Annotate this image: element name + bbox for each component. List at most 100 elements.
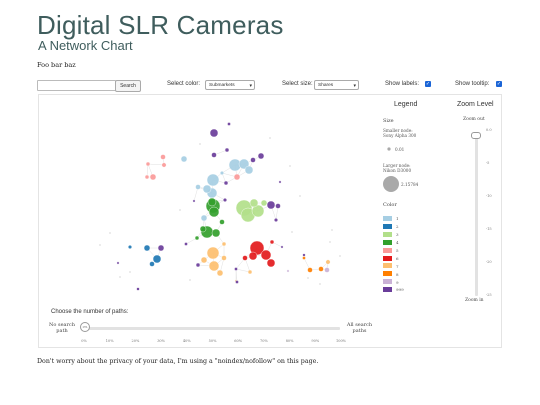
privacy-note: Don't worry about the privacy of your da…	[37, 358, 319, 365]
paths-title: Choose the number of paths:	[51, 309, 129, 315]
legend-title: Legend	[394, 101, 418, 108]
network-node	[192, 199, 196, 203]
show-labels-checkbox[interactable]: ✓	[425, 81, 431, 87]
network-node	[248, 251, 258, 261]
paths-tick-label: 50%	[208, 339, 217, 343]
network-node	[207, 197, 217, 207]
network-node	[211, 228, 221, 238]
network-node	[160, 154, 166, 160]
legend-swatch	[383, 231, 392, 237]
legend-smaller-node-name: Sony Alpha 300	[383, 133, 417, 138]
legend-smaller-node-value: 0.01	[395, 147, 405, 152]
legend-swatch	[383, 263, 392, 269]
network-node	[189, 279, 191, 281]
zoom-tick-label: -25	[486, 293, 492, 297]
zoom-tick-label: -20	[486, 260, 492, 264]
network-node	[161, 162, 167, 168]
paths-tick-label: 30%	[157, 339, 165, 343]
network-node	[247, 269, 253, 275]
network-node	[152, 254, 162, 264]
network-node	[149, 173, 157, 181]
legend-swatch-label: 999	[396, 287, 404, 293]
network-node	[219, 219, 225, 225]
legend-swatch	[383, 255, 392, 261]
network-node	[179, 209, 181, 211]
network-node	[208, 260, 220, 272]
paths-tick-label: 60%	[234, 339, 243, 343]
network-edge	[235, 268, 251, 273]
network-node	[286, 269, 290, 273]
network-node	[249, 198, 259, 208]
show-tooltip-label: Show tooltip:	[455, 81, 490, 87]
network-node	[206, 246, 220, 260]
legend-size-heading: Size	[383, 118, 394, 124]
network-node	[235, 280, 239, 284]
network-node	[127, 244, 132, 249]
paths-tick-label: 90%	[311, 339, 320, 343]
page-subtitle: A Network Chart	[38, 38, 133, 53]
network-node	[222, 197, 227, 202]
network-node	[244, 165, 254, 175]
legend-smaller-node-label: Smaller node:	[383, 128, 413, 133]
zoom-slider-thumb[interactable]	[471, 132, 481, 139]
legend-swatch	[383, 271, 392, 277]
network-node	[269, 239, 275, 245]
paths-slider-track[interactable]	[82, 327, 340, 330]
paths-max-label: All search paths	[346, 322, 373, 334]
legend-swatch-label: 6	[396, 255, 399, 261]
paths-slider-thumb[interactable]: 0%	[80, 322, 90, 332]
zoom-title: Zoom Level	[457, 101, 494, 108]
legend-swatch-label: 4	[396, 240, 399, 245]
show-tooltip-checkbox[interactable]: ✓	[496, 81, 502, 87]
chevron-down-icon: ▾	[353, 83, 356, 89]
network-node	[219, 170, 224, 175]
network-node	[299, 195, 301, 197]
network-node	[242, 255, 248, 261]
page-title: Digital SLR Cameras	[37, 10, 284, 40]
legend-swatch-label: 5	[396, 247, 399, 253]
network-node	[149, 261, 155, 267]
legend-swatch-label: 9	[396, 279, 399, 285]
chevron-down-icon: ▾	[249, 83, 252, 89]
legend-swatch-label: 1	[396, 216, 399, 222]
network-node	[224, 147, 230, 153]
network-node	[339, 255, 341, 257]
network-node	[302, 256, 306, 260]
size-select-label: Select size:	[282, 81, 313, 87]
chart-panel	[38, 94, 502, 348]
network-node	[184, 242, 188, 246]
network-node	[129, 271, 131, 273]
zoom-tick-label: 0.0	[486, 128, 492, 132]
size-select-value: Shares	[318, 83, 334, 88]
network-node	[200, 214, 208, 222]
network-node	[202, 184, 212, 194]
network-node	[302, 253, 306, 257]
network-node	[195, 262, 201, 268]
network-node	[216, 269, 224, 277]
show-labels-label: Show labels:	[385, 81, 420, 87]
network-node	[260, 249, 272, 261]
legend-swatch-label: 2	[396, 224, 399, 230]
network-node	[324, 267, 330, 273]
network-node	[266, 258, 276, 268]
network-node	[331, 229, 333, 231]
paths-tick-label: 70%	[260, 339, 268, 343]
network-node	[318, 266, 324, 272]
network-node	[307, 267, 313, 273]
network-node	[269, 137, 271, 139]
network-node	[307, 277, 309, 279]
network-nodes	[99, 122, 341, 291]
size-select[interactable]: Shares ▾	[314, 80, 359, 90]
color-select-value: Submarkets	[209, 83, 235, 88]
network-node	[143, 244, 151, 252]
zoom-slider-track[interactable]	[475, 133, 478, 296]
network-node	[291, 231, 293, 233]
color-select[interactable]: Submarkets ▾	[205, 80, 255, 90]
search-button[interactable]: Search	[115, 80, 141, 92]
legend-swatch-label: 3	[396, 232, 399, 238]
network-node	[144, 174, 150, 180]
legend-swatch	[383, 216, 392, 221]
network-node	[275, 203, 281, 209]
network-node	[266, 200, 276, 210]
